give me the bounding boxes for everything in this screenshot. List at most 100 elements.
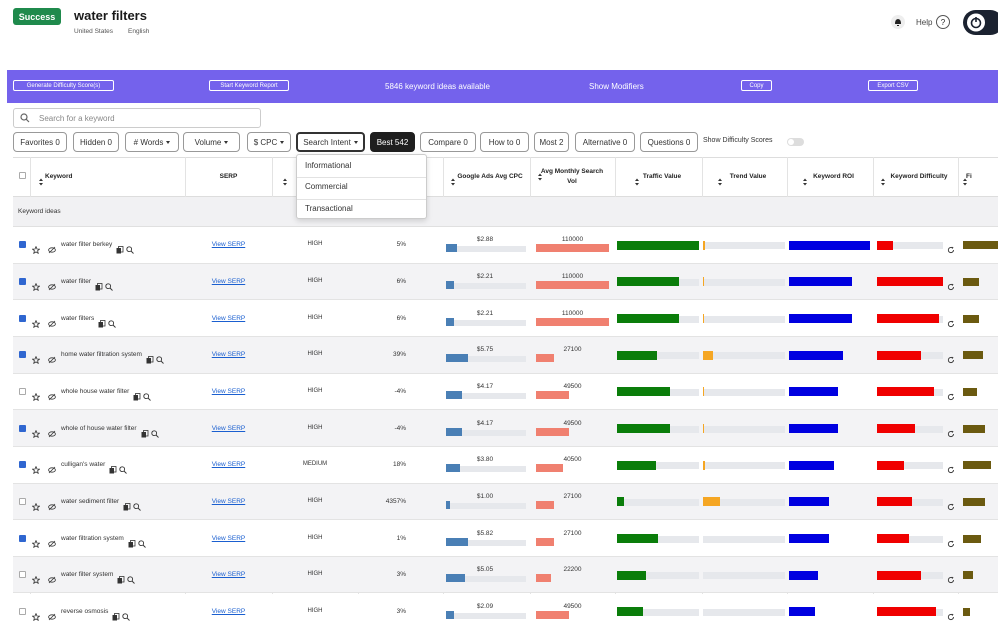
modifiers-link[interactable]: Show Modifiers [589, 82, 644, 91]
dropdown-option[interactable]: Commercial [305, 182, 348, 191]
help-icon[interactable]: ? [936, 15, 950, 29]
filter-button[interactable]: Compare 0 [420, 132, 476, 152]
keyword[interactable]: home water filtration system [61, 351, 142, 359]
caret [166, 140, 171, 144]
lookup-icon [108, 315, 116, 328]
dropdown-option[interactable]: Transactional [305, 204, 353, 213]
difficulty-bar [877, 314, 940, 324]
notifications[interactable] [891, 15, 905, 29]
difficulty-toggle[interactable] [787, 138, 804, 146]
filter-button[interactable]: Volume [183, 132, 240, 152]
row-checkbox[interactable] [19, 241, 26, 249]
filter-button[interactable]: Hidden 0 [73, 132, 119, 152]
row-checkbox[interactable] [19, 571, 26, 579]
difficulty-bar [877, 277, 943, 287]
header-checkbox[interactable] [19, 172, 26, 179]
row-checkbox[interactable] [19, 314, 26, 322]
column-header[interactable]: SERP [219, 173, 238, 180]
filter-button[interactable]: How to 0 [480, 132, 529, 152]
column-header[interactable]: Keyword ROI [813, 173, 854, 180]
keyword[interactable]: water filter system [61, 571, 114, 579]
cpc-track [446, 392, 526, 399]
filter-button[interactable]: $ CPC [247, 132, 291, 152]
refresh-icon [947, 535, 955, 547]
row-checkbox[interactable] [19, 607, 26, 615]
column-header[interactable]: Avg Monthly Search Vol [540, 168, 604, 185]
copy-button[interactable]: Copy [741, 80, 772, 91]
difficulty-bar [877, 460, 905, 470]
column-header[interactable]: Fi [966, 173, 972, 180]
serp-link[interactable]: View SERP [211, 461, 246, 469]
star-icon [31, 241, 41, 255]
help-link[interactable]: Help [916, 18, 933, 27]
fi-bar [963, 571, 973, 580]
dropdown-option[interactable]: Informational [305, 161, 352, 170]
sort-icon [880, 173, 886, 186]
filter-button[interactable]: Most 2 [534, 132, 569, 152]
search-input[interactable]: Search for a keyword [13, 108, 261, 128]
row-checkbox[interactable] [19, 461, 26, 469]
refresh-icon [947, 278, 955, 291]
roi-bar [789, 534, 829, 544]
export-button[interactable]: Export CSV [868, 80, 918, 91]
page-title: water filters [74, 8, 147, 23]
volume-label: 27100 [563, 346, 582, 354]
serp-link[interactable]: View SERP [211, 277, 246, 285]
column-header[interactable]: Google Ads Avg CPC [457, 173, 523, 180]
keyword[interactable]: water filtration system [61, 534, 124, 542]
filter-button[interactable]: Alternative 0 [575, 132, 635, 152]
keyword[interactable]: water filter [61, 277, 91, 285]
volume-label: 110000 [561, 309, 584, 317]
cpc-track [446, 429, 526, 436]
row-checkbox[interactable] [19, 387, 26, 395]
serp-link[interactable]: View SERP [211, 571, 246, 579]
row-checkbox[interactable] [19, 497, 26, 505]
trend-bar [703, 424, 704, 434]
traffic-bar-track [617, 535, 699, 543]
difficulty-bar [877, 424, 916, 434]
column-header[interactable]: Keyword Difficulty [890, 173, 948, 180]
volume-label: 49500 [563, 602, 582, 610]
keyword[interactable]: whole of house water filter [61, 424, 137, 432]
keyword[interactable]: culligan's water [61, 461, 106, 469]
lookup-icon [105, 278, 113, 291]
serp-link[interactable]: View SERP [211, 497, 246, 505]
serp-link[interactable]: View SERP [211, 351, 246, 359]
row-checkbox[interactable] [19, 277, 26, 285]
report-button[interactable]: Start Keyword Report [209, 80, 289, 91]
filter-button[interactable]: Best 542 [370, 132, 415, 152]
change: 6% [396, 277, 406, 285]
column-header[interactable]: Traffic Value [642, 173, 682, 180]
account-toggle[interactable] [963, 10, 998, 35]
filter-button[interactable]: Search Intent [296, 132, 365, 152]
keyword[interactable]: water sediment filter [61, 497, 120, 505]
filter-button[interactable]: Questions 0 [640, 132, 698, 152]
serp-link[interactable]: View SERP [211, 424, 246, 432]
serp-link[interactable]: View SERP [211, 314, 246, 322]
serp-link[interactable]: View SERP [211, 241, 246, 249]
change: 18% [392, 461, 406, 469]
column-header[interactable]: Keyword [45, 173, 73, 180]
generate-button[interactable]: Generate Difficulty Score(s) [13, 80, 114, 91]
filter-button[interactable]: Favorites 0 [13, 132, 67, 152]
trend-bar-track [703, 608, 785, 616]
hide-icon [48, 241, 56, 254]
trend-bar [703, 314, 704, 324]
copy-icon [116, 241, 124, 254]
keyword[interactable]: whole house water filter [61, 387, 130, 395]
row-checkbox[interactable] [19, 534, 26, 542]
keyword[interactable]: reverse osmosis [61, 607, 109, 615]
keyword[interactable]: water filters [61, 314, 95, 322]
volume-bar [536, 537, 554, 546]
serp-link[interactable]: View SERP [211, 607, 246, 615]
serp-link[interactable]: View SERP [211, 387, 246, 395]
column-header[interactable]: Trend Value [729, 173, 767, 180]
filter-button[interactable]: # Words [125, 132, 179, 152]
serp-link[interactable]: View SERP [211, 534, 246, 542]
keyword[interactable]: water filter berkey [61, 241, 113, 249]
row-checkbox[interactable] [19, 424, 26, 432]
lookup-icon [143, 388, 151, 401]
row-checkbox[interactable] [19, 351, 26, 359]
difficulty-bar [877, 240, 893, 250]
volume-label: 22200 [563, 566, 582, 574]
